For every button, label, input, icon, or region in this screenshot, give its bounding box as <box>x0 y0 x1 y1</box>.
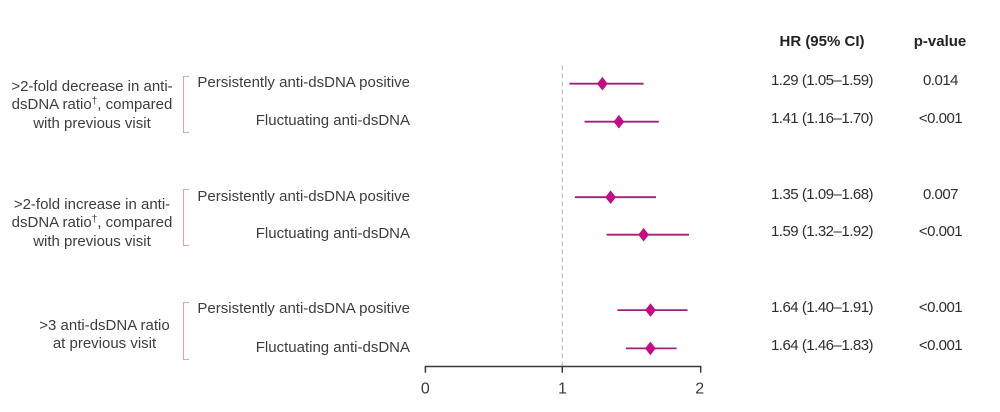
svg-text:2: 2 <box>695 380 704 397</box>
svg-text:1: 1 <box>558 380 567 397</box>
svg-text:0: 0 <box>421 380 430 397</box>
